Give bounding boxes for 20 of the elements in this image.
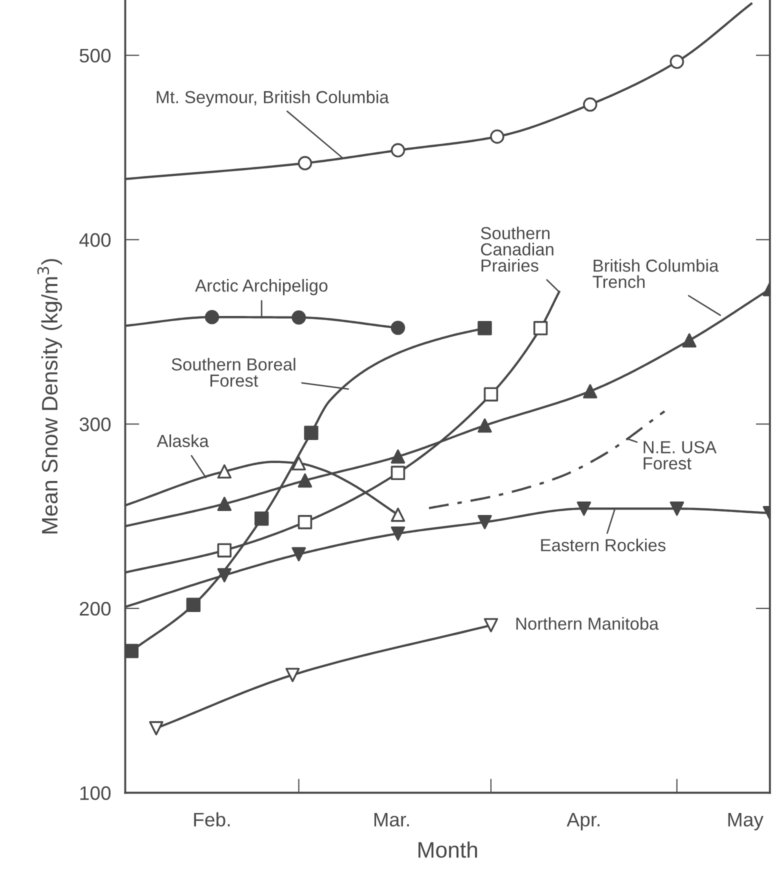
annotation: British Columbia Trench — [592, 259, 719, 288]
x-tick-label: Mar. — [374, 812, 409, 827]
x-tick-label: Feb. — [194, 812, 230, 827]
annotation: Arctic Archipeligo — [195, 279, 328, 296]
annotation: Southern Boreal Forest — [172, 358, 296, 387]
annotation: Mt. Seymour, British Columbia — [156, 90, 389, 107]
y-tick-label: 100 — [80, 786, 111, 800]
annotation: Alaska — [156, 434, 209, 448]
y-tick-label: 300 — [80, 418, 111, 432]
annotation: Southern Canadian Prairies — [480, 226, 554, 272]
annotation: N.E. USA Forest — [644, 441, 717, 470]
annotation: Eastern Rockies — [541, 538, 666, 552]
x-tick-label: May — [728, 812, 764, 830]
annotation: Northern Manitoba — [516, 617, 659, 630]
y-axis-title: Mean Snow Density (kg/m$^{3}$) — [37, 259, 62, 534]
x-axis-title: Month — [418, 841, 478, 858]
y-tick-label: 500 — [80, 48, 111, 63]
y-tick-label: 200 — [80, 602, 111, 616]
x-tick-label: Apr. — [566, 812, 600, 830]
y-tick-label: 400 — [79, 233, 111, 247]
